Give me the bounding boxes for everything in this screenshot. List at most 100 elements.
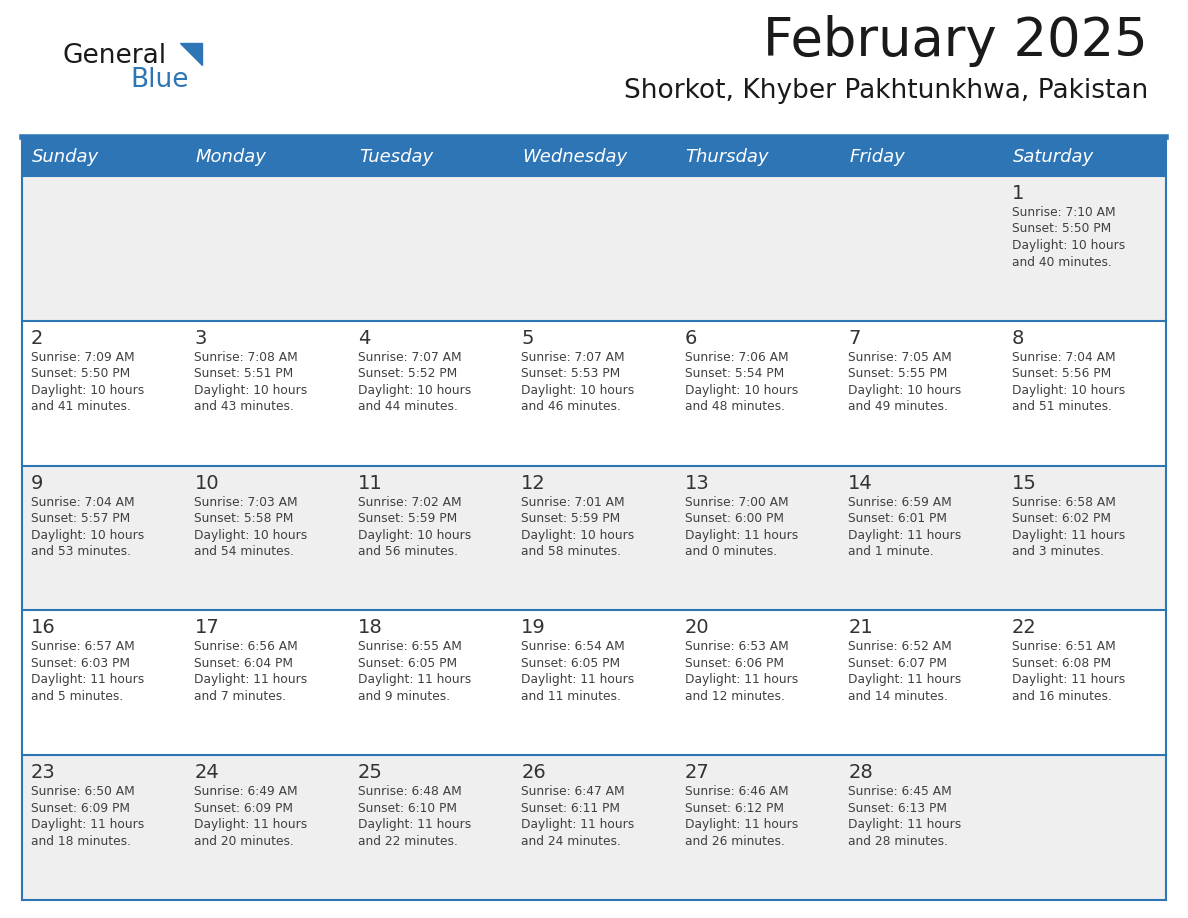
Text: Sunrise: 7:04 AM: Sunrise: 7:04 AM: [1011, 351, 1116, 364]
Text: and 26 minutes.: and 26 minutes.: [684, 834, 784, 847]
Text: Sunrise: 6:53 AM: Sunrise: 6:53 AM: [684, 641, 789, 654]
Text: 15: 15: [1011, 474, 1036, 493]
Text: Sunset: 6:08 PM: Sunset: 6:08 PM: [1011, 657, 1111, 670]
Text: Sunrise: 7:00 AM: Sunrise: 7:00 AM: [684, 496, 789, 509]
Text: and 18 minutes.: and 18 minutes.: [31, 834, 131, 847]
Text: and 22 minutes.: and 22 minutes.: [358, 834, 457, 847]
Bar: [23, 465, 1165, 610]
Text: 14: 14: [848, 474, 873, 493]
Text: Daylight: 11 hours: Daylight: 11 hours: [358, 674, 472, 687]
Text: Sunset: 5:53 PM: Sunset: 5:53 PM: [522, 367, 620, 380]
Text: Daylight: 11 hours: Daylight: 11 hours: [848, 818, 961, 831]
Bar: [23, 176, 1165, 320]
Text: Wednesday: Wednesday: [523, 148, 627, 166]
Text: Sunset: 6:05 PM: Sunset: 6:05 PM: [358, 657, 457, 670]
Text: and 40 minutes.: and 40 minutes.: [1011, 255, 1112, 268]
Text: Sunset: 6:12 PM: Sunset: 6:12 PM: [684, 801, 784, 814]
Bar: [23, 320, 1165, 465]
Text: and 58 minutes.: and 58 minutes.: [522, 545, 621, 558]
Text: 25: 25: [358, 763, 383, 782]
Text: Daylight: 10 hours: Daylight: 10 hours: [195, 384, 308, 397]
Text: Daylight: 10 hours: Daylight: 10 hours: [195, 529, 308, 542]
Text: 9: 9: [31, 474, 44, 493]
Text: Daylight: 11 hours: Daylight: 11 hours: [848, 674, 961, 687]
Text: 28: 28: [848, 763, 873, 782]
Text: Sunrise: 6:50 AM: Sunrise: 6:50 AM: [31, 785, 134, 798]
Text: Sunday: Sunday: [32, 148, 99, 166]
Text: Daylight: 11 hours: Daylight: 11 hours: [684, 674, 798, 687]
Text: 10: 10: [195, 474, 219, 493]
Text: Shorkot, Khyber Pakhtunkhwa, Pakistan: Shorkot, Khyber Pakhtunkhwa, Pakistan: [624, 78, 1148, 104]
Text: and 9 minutes.: and 9 minutes.: [358, 690, 450, 703]
Text: Sunset: 5:56 PM: Sunset: 5:56 PM: [1011, 367, 1111, 380]
Text: 21: 21: [848, 619, 873, 637]
Text: Sunset: 6:00 PM: Sunset: 6:00 PM: [684, 512, 784, 525]
Text: Sunset: 6:03 PM: Sunset: 6:03 PM: [31, 657, 129, 670]
Text: Sunset: 5:52 PM: Sunset: 5:52 PM: [358, 367, 457, 380]
Text: and 51 minutes.: and 51 minutes.: [1011, 400, 1112, 413]
Text: and 41 minutes.: and 41 minutes.: [31, 400, 131, 413]
Text: Sunrise: 6:51 AM: Sunrise: 6:51 AM: [1011, 641, 1116, 654]
Bar: [23, 138, 1165, 176]
Text: Sunrise: 7:07 AM: Sunrise: 7:07 AM: [522, 351, 625, 364]
Text: 27: 27: [684, 763, 709, 782]
Text: 17: 17: [195, 619, 219, 637]
Text: Sunrise: 7:08 AM: Sunrise: 7:08 AM: [195, 351, 298, 364]
Text: 18: 18: [358, 619, 383, 637]
Text: Sunrise: 7:06 AM: Sunrise: 7:06 AM: [684, 351, 789, 364]
Text: Sunset: 6:11 PM: Sunset: 6:11 PM: [522, 801, 620, 814]
Text: Sunrise: 7:02 AM: Sunrise: 7:02 AM: [358, 496, 461, 509]
Text: Daylight: 11 hours: Daylight: 11 hours: [358, 818, 472, 831]
Text: Sunset: 6:07 PM: Sunset: 6:07 PM: [848, 657, 947, 670]
Text: Sunrise: 6:48 AM: Sunrise: 6:48 AM: [358, 785, 462, 798]
Text: 5: 5: [522, 329, 533, 348]
Text: 13: 13: [684, 474, 709, 493]
Text: Sunset: 6:10 PM: Sunset: 6:10 PM: [358, 801, 457, 814]
Text: Daylight: 10 hours: Daylight: 10 hours: [684, 384, 798, 397]
Text: Sunrise: 7:05 AM: Sunrise: 7:05 AM: [848, 351, 952, 364]
Text: Sunrise: 6:46 AM: Sunrise: 6:46 AM: [684, 785, 789, 798]
Text: 23: 23: [31, 763, 56, 782]
Text: Sunrise: 6:49 AM: Sunrise: 6:49 AM: [195, 785, 298, 798]
Text: February 2025: February 2025: [763, 15, 1148, 67]
Text: Daylight: 10 hours: Daylight: 10 hours: [848, 384, 961, 397]
Text: Sunrise: 7:01 AM: Sunrise: 7:01 AM: [522, 496, 625, 509]
Text: General: General: [62, 43, 166, 69]
Text: Sunrise: 7:07 AM: Sunrise: 7:07 AM: [358, 351, 461, 364]
Text: Sunrise: 6:54 AM: Sunrise: 6:54 AM: [522, 641, 625, 654]
Text: 7: 7: [848, 329, 860, 348]
Text: Daylight: 11 hours: Daylight: 11 hours: [195, 818, 308, 831]
Text: Sunrise: 6:52 AM: Sunrise: 6:52 AM: [848, 641, 952, 654]
Text: Tuesday: Tuesday: [359, 148, 432, 166]
Text: 3: 3: [195, 329, 207, 348]
Bar: [23, 756, 1165, 900]
Text: Sunset: 6:01 PM: Sunset: 6:01 PM: [848, 512, 947, 525]
Text: Daylight: 10 hours: Daylight: 10 hours: [1011, 384, 1125, 397]
Text: Sunrise: 6:45 AM: Sunrise: 6:45 AM: [848, 785, 952, 798]
Text: Daylight: 11 hours: Daylight: 11 hours: [31, 818, 144, 831]
Text: Sunset: 5:50 PM: Sunset: 5:50 PM: [1011, 222, 1111, 236]
Text: and 49 minutes.: and 49 minutes.: [848, 400, 948, 413]
Text: 8: 8: [1011, 329, 1024, 348]
Text: Daylight: 11 hours: Daylight: 11 hours: [1011, 674, 1125, 687]
Text: Sunset: 5:51 PM: Sunset: 5:51 PM: [195, 367, 293, 380]
Text: and 1 minute.: and 1 minute.: [848, 545, 934, 558]
Text: Sunrise: 7:04 AM: Sunrise: 7:04 AM: [31, 496, 134, 509]
Text: Daylight: 10 hours: Daylight: 10 hours: [522, 384, 634, 397]
Text: and 44 minutes.: and 44 minutes.: [358, 400, 457, 413]
Text: Saturday: Saturday: [1012, 148, 1094, 166]
Text: and 24 minutes.: and 24 minutes.: [522, 834, 621, 847]
Text: Sunrise: 6:59 AM: Sunrise: 6:59 AM: [848, 496, 952, 509]
Text: Monday: Monday: [196, 148, 266, 166]
Text: 26: 26: [522, 763, 546, 782]
Text: Daylight: 10 hours: Daylight: 10 hours: [31, 384, 144, 397]
Text: Sunrise: 6:47 AM: Sunrise: 6:47 AM: [522, 785, 625, 798]
Text: and 0 minutes.: and 0 minutes.: [684, 545, 777, 558]
Text: Daylight: 10 hours: Daylight: 10 hours: [522, 529, 634, 542]
Text: 12: 12: [522, 474, 546, 493]
Text: 20: 20: [684, 619, 709, 637]
Text: and 53 minutes.: and 53 minutes.: [31, 545, 131, 558]
Text: Sunset: 5:59 PM: Sunset: 5:59 PM: [358, 512, 457, 525]
Text: 4: 4: [358, 329, 371, 348]
Text: Sunset: 6:06 PM: Sunset: 6:06 PM: [684, 657, 784, 670]
